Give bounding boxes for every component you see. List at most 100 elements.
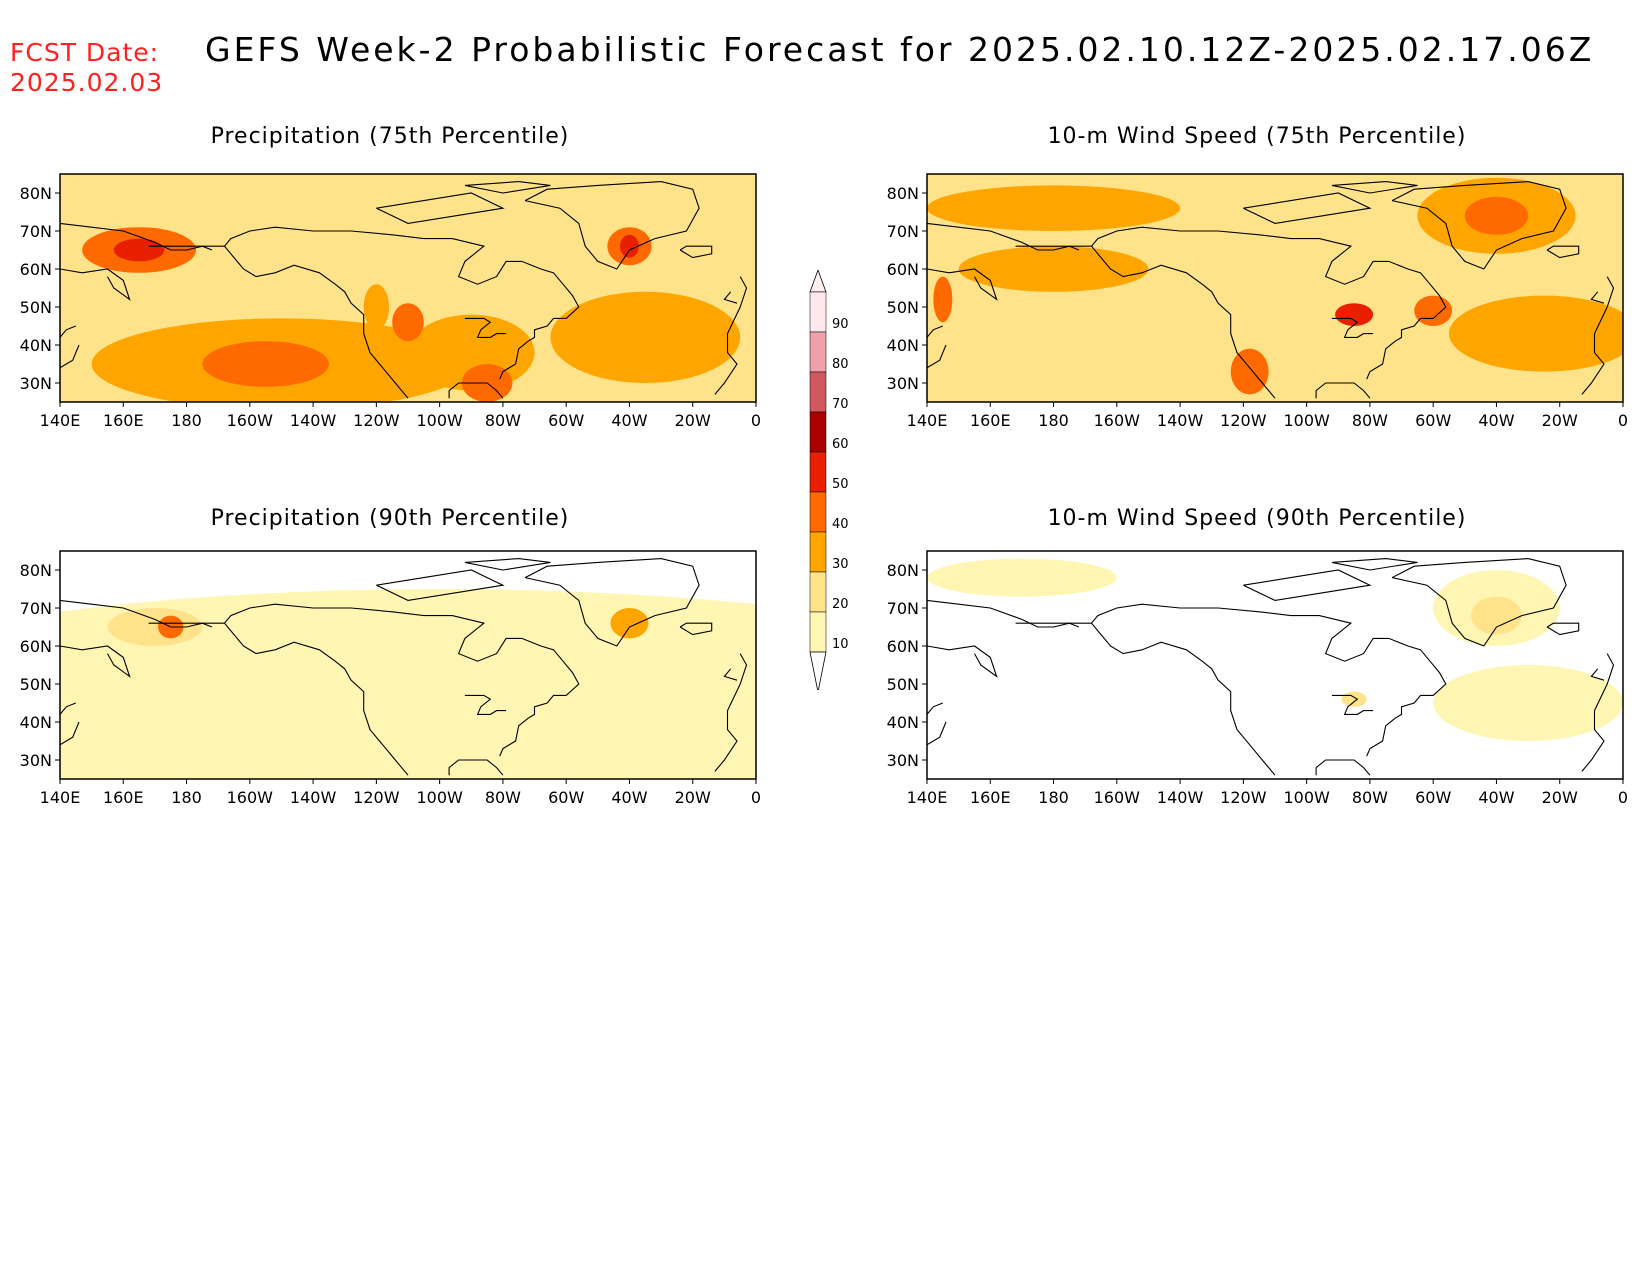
colorbar-swatch (809, 411, 827, 453)
x-tick-label: 180 (1038, 411, 1069, 430)
map-wind-75: 140E 160E 180 160W 140W 120W 100W 80W 60W 40W 20W 0… (887, 173, 1628, 430)
coastline (464, 694, 507, 715)
y-tick-label: 70N (887, 222, 919, 241)
map-frame (926, 550, 1624, 780)
coastline (60, 268, 131, 301)
y-tick-label: 70N (20, 222, 52, 241)
coastline (376, 192, 505, 224)
probability-area (927, 558, 1117, 597)
coastline (1091, 226, 1447, 380)
x-tick-label: 140E (40, 411, 81, 430)
coastline (927, 645, 998, 678)
probability-area (1433, 665, 1623, 741)
y-tick-label: 50N (20, 675, 52, 694)
x-tick-label: 40W (1478, 411, 1514, 430)
coastline (1091, 603, 1447, 757)
forecast-date-block: FCST Date: 2025.02.03 (10, 38, 163, 98)
map-field (60, 551, 756, 779)
coastline (448, 759, 504, 776)
x-tick-label: 80W (1352, 788, 1388, 807)
coastline (679, 245, 713, 259)
x-tick-label: 180 (171, 788, 202, 807)
coastline (679, 622, 713, 636)
colorbar-swatch (809, 291, 827, 333)
coastline (60, 222, 213, 251)
x-tick-label: 20W (1542, 788, 1578, 807)
probability-area (610, 608, 649, 639)
colorbar-bottom-arrow (809, 651, 827, 690)
y-tick-label: 40N (887, 713, 919, 732)
x-tick-label: 100W (1283, 411, 1330, 430)
coastline (927, 721, 947, 746)
coastline (60, 344, 80, 369)
coastline (1391, 558, 1567, 647)
x-tick-label: 80W (485, 411, 521, 430)
coastline (524, 181, 700, 270)
colorbar-legend: 90 80 70 60 50 40 30 20 10 (809, 270, 849, 690)
probability-area (927, 185, 1181, 231)
x-tick-label: 100W (416, 788, 463, 807)
x-tick-label: 160E (103, 788, 144, 807)
y-tick-label: 80N (20, 561, 52, 580)
probability-area (107, 608, 203, 646)
colorbar-top-arrow (809, 270, 827, 293)
y-tick-label: 50N (887, 675, 919, 694)
coastline (723, 668, 738, 681)
y-tick-label: 30N (887, 374, 919, 393)
coastline (1581, 653, 1615, 772)
x-tick-label: 0 (1618, 788, 1628, 807)
forecast-date-label: FCST Date: (10, 38, 160, 67)
colorbar-label: 30 (832, 557, 849, 572)
y-tick-label: 60N (20, 260, 52, 279)
x-tick-label: 100W (416, 411, 463, 430)
x-tick-label: 120W (353, 411, 400, 430)
x-tick-label: 160W (227, 788, 274, 807)
coastline (1331, 317, 1374, 338)
y-tick-label: 30N (20, 751, 52, 770)
map-field (60, 174, 756, 402)
probability-area (113, 238, 165, 262)
x-tick-label: 120W (1220, 788, 1267, 807)
colorbar-swatch (809, 331, 827, 373)
coastline (60, 325, 77, 338)
x-tick-label: 60W (1415, 788, 1451, 807)
probability-area (1341, 691, 1367, 707)
map-frame (59, 173, 757, 403)
coastline (60, 702, 77, 715)
panel-title-precip-90: Precipitation (90th Percentile) (210, 506, 570, 531)
coastline (524, 558, 700, 647)
colorbar-swatch (809, 451, 827, 493)
coastline (1590, 291, 1605, 304)
map-field (927, 551, 1623, 779)
coastline (464, 558, 551, 571)
y-tick-label: 40N (887, 336, 919, 355)
coastline (927, 325, 944, 338)
x-tick-label: 160E (103, 411, 144, 430)
map-precip-90: 140E 160E 180 160W 140W 120W 100W 80W 60W 40W 20W 0… (20, 550, 761, 807)
coastline (1015, 245, 1276, 399)
x-tick-label: 160W (227, 411, 274, 430)
colorbar-label: 80 (832, 357, 849, 372)
colorbar-label: 40 (832, 517, 849, 532)
map-wind-90: 140E 160E 180 160W 140W 120W 100W 80W 60W 40W 20W 0… (887, 550, 1628, 807)
coastline (148, 622, 409, 776)
colorbar-swatch (809, 611, 827, 653)
x-tick-label: 40W (611, 411, 647, 430)
x-tick-label: 40W (1478, 788, 1514, 807)
x-tick-label: 60W (548, 411, 584, 430)
colorbar-label: 10 (832, 637, 849, 652)
map-frame (926, 173, 1624, 403)
coastline (1331, 181, 1418, 194)
x-tick-label: 20W (1542, 411, 1578, 430)
y-tick-label: 50N (887, 298, 919, 317)
coastline (1391, 181, 1567, 270)
coastline (927, 599, 1080, 628)
colorbar-swatch (809, 491, 827, 533)
coastline (60, 721, 80, 746)
x-tick-label: 0 (1618, 411, 1628, 430)
x-tick-label: 20W (675, 411, 711, 430)
x-tick-label: 60W (1415, 411, 1451, 430)
colorbar-swatch (809, 531, 827, 573)
coastline (1546, 622, 1580, 636)
probability-area (1471, 596, 1522, 635)
